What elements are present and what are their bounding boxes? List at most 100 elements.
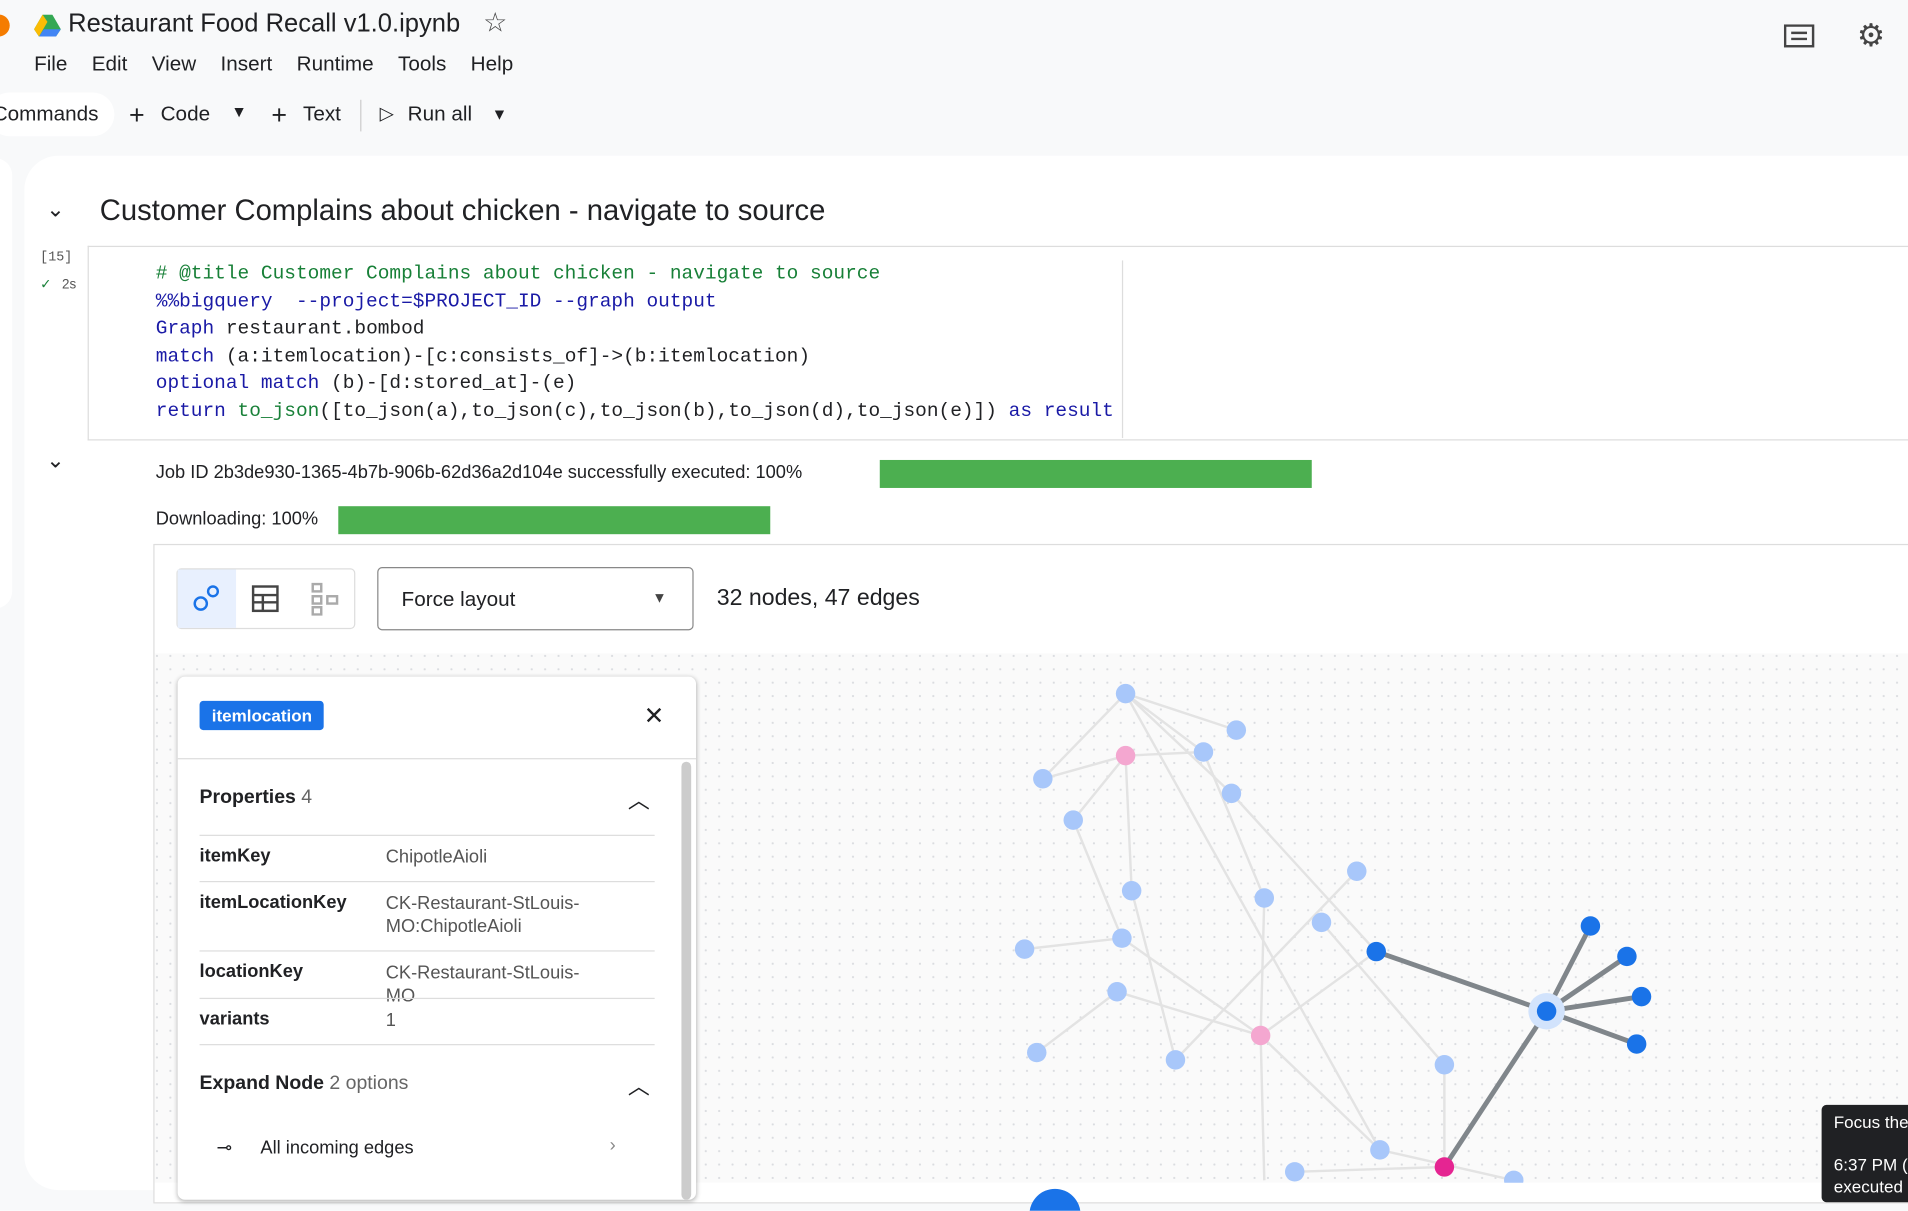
row-divider — [199, 997, 655, 1000]
code-token: (a:itemlocation)-[c:consists_of]->(b:ite… — [214, 344, 811, 367]
scrollbar — [681, 761, 692, 1200]
commands[interactable]: Commands — [0, 102, 99, 126]
code-line: match (a:itemlocation)-[c:consists_of]->… — [156, 343, 1114, 370]
menu-item[interactable]: File — [34, 52, 68, 76]
settings-icon[interactable]: ⚙ — [1856, 17, 1886, 54]
nodes — [1014, 683, 1652, 1183]
property-value: CK-Restaurant-StLouis-MO — [385, 962, 580, 1007]
incoming-edges[interactable]: All incoming edges — [260, 1137, 414, 1159]
graph-view[interactable] — [177, 569, 237, 628]
chevron-right: › — [609, 1135, 616, 1156]
check: ✓ — [40, 277, 52, 293]
row-divider — [199, 834, 655, 836]
table-icon[interactable] — [251, 584, 280, 613]
commands-pill[interactable] — [0, 92, 115, 137]
menu-item[interactable]: View — [151, 52, 197, 76]
drive-icon — [34, 14, 61, 37]
graph-summary: 32 nodes, 47 edges — [716, 585, 920, 611]
property-key: itemLocationKey — [199, 891, 347, 913]
property-key: itemKey — [199, 845, 271, 867]
code-token: (b)-[d:stored_at]-(e) — [319, 372, 577, 395]
dropdown[interactable]: ▼ — [491, 104, 508, 123]
star[interactable]: ☆ — [483, 7, 508, 38]
tooltip-line: executed — [1833, 1176, 1903, 1197]
close[interactable]: ✕ — [643, 703, 665, 731]
expand-title: Expand Node — [199, 1073, 324, 1094]
node-tag: itemlocation — [199, 700, 325, 731]
menu-bar: File Edit View Insert Runtime Tools Help — [34, 52, 513, 76]
schema-icon[interactable] — [310, 582, 339, 616]
scroll-button[interactable] — [1029, 1188, 1081, 1211]
menu-item[interactable]: Tools — [398, 52, 447, 76]
progress-bar — [879, 459, 1312, 488]
run-all[interactable]: Run all — [407, 102, 473, 126]
layout-select[interactable] — [377, 567, 694, 631]
expand-count: 2 options — [329, 1073, 409, 1094]
code-line: return to_json([to_json(a),to_json(c),to… — [156, 397, 1114, 424]
code-token: Graph — [155, 317, 215, 340]
dropdown[interactable]: ▼ — [231, 102, 247, 121]
code-token: return — [155, 399, 226, 422]
expand-header[interactable]: Expand Node 2 options — [200, 1073, 409, 1095]
row-divider — [199, 1044, 655, 1046]
menu-item[interactable]: Edit — [91, 52, 128, 76]
add-text[interactable]: Text — [302, 102, 341, 126]
comments-icon[interactable] — [1783, 24, 1816, 53]
code-cell[interactable] — [87, 245, 1908, 441]
properties-title: Properties — [199, 787, 296, 808]
node-panel: itemlocation ✕ Properties 4 ︿ itemKey Chi… — [177, 676, 697, 1200]
code-token: ([to_json(a),to_json(c),to_json(b),to_js… — [319, 399, 997, 422]
edge-icon: ⊸ — [216, 1137, 232, 1159]
download-status: Downloading: 100% — [155, 508, 319, 530]
plus: + — [271, 99, 288, 131]
code-line: optional match (b)-[d:stored_at]-(e) — [156, 370, 1114, 397]
code-line: Graph restaurant.bombod — [156, 315, 1114, 342]
collapse[interactable]: ⌄ — [46, 197, 65, 222]
property-value: ChipotleAioli — [385, 846, 488, 868]
code-token: to_json — [225, 399, 320, 422]
code-token: optional match — [155, 372, 320, 395]
property-key: locationKey — [199, 961, 304, 982]
notebook-title[interactable]: Restaurant Food Recall v1.0.ipynb — [68, 9, 461, 38]
collapse[interactable]: ⌄ — [46, 447, 65, 473]
section-title: Customer Complains about chicken - navig… — [99, 194, 826, 228]
divider — [177, 758, 697, 760]
code-token: %%bigquery --project=$PROJECT_ID --graph… — [155, 290, 717, 313]
add-code[interactable]: Code — [160, 102, 211, 126]
exec-count: [15] — [40, 250, 73, 266]
tooltip: Focus the 6:37 PM ( executed — [1821, 1104, 1908, 1203]
job-status: Job ID 2b3de930-1365-4b7b-906b-62d36a2d1… — [155, 462, 803, 484]
graph-icon — [193, 585, 220, 611]
play-icon: ▷ — [379, 103, 394, 125]
progress-bar — [338, 506, 771, 535]
code-token: # @title Customer Complains about chicke… — [155, 262, 881, 285]
code-token: as result — [996, 399, 1114, 422]
code-token: restaurant.bombod — [214, 317, 425, 340]
menu-item[interactable]: Runtime — [296, 52, 374, 76]
properties-header[interactable]: Properties 4 — [200, 787, 313, 809]
logo — [0, 14, 10, 37]
chevron[interactable]: ︿ — [627, 1074, 650, 1099]
sidebar — [0, 158, 13, 609]
code-token: match — [155, 344, 215, 367]
row-divider — [199, 880, 655, 883]
view-toggle — [176, 568, 356, 630]
menu-item[interactable]: Insert — [220, 52, 273, 76]
property-key: variants — [199, 1008, 270, 1030]
chevron[interactable]: ︿ — [627, 788, 650, 813]
divider — [360, 99, 362, 132]
code: # @title Customer Complains about chicke… — [156, 260, 1114, 424]
plus: + — [128, 99, 145, 131]
code-line: %%bigquery --project=$PROJECT_ID --graph… — [156, 288, 1114, 315]
row-divider — [199, 950, 655, 952]
layout-label: Force layout — [401, 587, 516, 611]
property-value: 1 — [385, 1009, 396, 1031]
menu-item[interactable]: Help — [470, 52, 514, 76]
edges — [1024, 692, 1515, 1182]
property-value: CK-Restaurant-StLouis-MO:ChipotleAioli — [385, 893, 580, 937]
dropdown: ▼ — [652, 588, 667, 606]
code-line: # @title Customer Complains about chicke… — [156, 260, 1114, 287]
tooltip-line: Focus the — [1833, 1112, 1908, 1132]
